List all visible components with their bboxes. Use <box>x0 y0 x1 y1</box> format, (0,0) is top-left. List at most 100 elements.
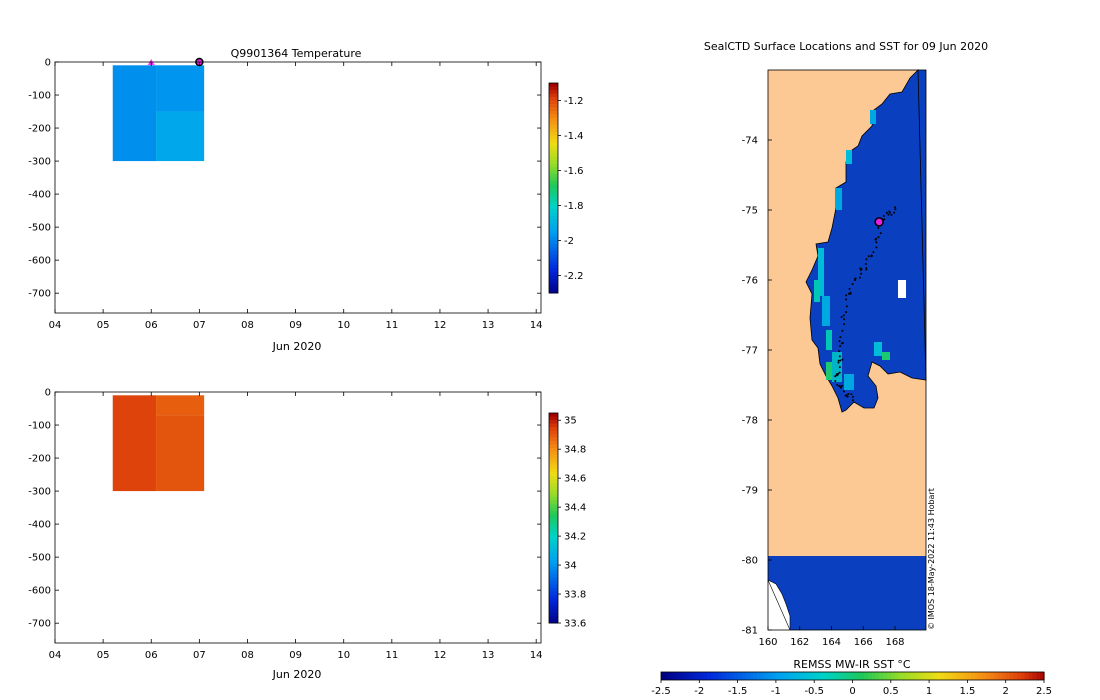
y-tick-label: -500 <box>28 223 51 234</box>
colorbar-segment <box>549 476 558 480</box>
colorbar-segment <box>549 188 558 192</box>
sst-colorbar-segment <box>798 672 804 680</box>
sst-colorbar-segment <box>863 672 869 680</box>
track-point <box>859 267 862 270</box>
track-point <box>849 292 852 295</box>
lat-tick-label: -79 <box>742 486 758 497</box>
lat-tick-label: -81 <box>742 626 758 637</box>
colorbar-segment <box>549 497 558 501</box>
track-point <box>872 251 875 254</box>
sst-colorbar-tick-label: 0 <box>849 686 855 697</box>
colorbar-segment <box>549 546 558 550</box>
track-point <box>838 355 841 358</box>
track-point <box>894 208 897 211</box>
sst-colorbar-segment <box>1001 672 1007 680</box>
colorbar-segment <box>549 121 558 126</box>
colorbar-tick-label: 34.2 <box>564 532 586 543</box>
sst-colorbar-segment <box>810 672 815 680</box>
colorbar-segment <box>549 493 558 498</box>
colorbar-segment <box>549 132 558 136</box>
track-point <box>875 246 878 249</box>
sst-colorbar-segment <box>856 672 861 680</box>
colorbar-segment <box>549 574 558 578</box>
colorbar-segment <box>549 570 558 575</box>
track-point <box>845 305 848 308</box>
sst-colorbar-segment <box>913 672 919 680</box>
colorbar-segment <box>549 254 558 259</box>
sst-colorbar-segment <box>756 672 762 680</box>
land-gap <box>898 280 906 298</box>
track-point <box>874 238 877 241</box>
sst-colorbar-segment <box>1017 672 1022 680</box>
x-tick-label: 04 <box>49 320 62 331</box>
sst-colorbar-segment <box>940 672 946 680</box>
sst-colorbar-segment <box>982 672 988 680</box>
track-point <box>888 210 891 213</box>
sst-colorbar-segment <box>733 672 739 680</box>
sst-colorbar-segment <box>906 672 911 680</box>
sst-colorbar-segment <box>775 672 781 680</box>
sst-colorbar-segment <box>726 672 731 680</box>
track-point <box>877 226 880 229</box>
track-point <box>882 215 885 218</box>
track-point <box>864 263 867 266</box>
sst-colorbar-segment <box>894 672 900 680</box>
sst-colorbar-segment <box>890 672 896 680</box>
track-point <box>838 384 841 387</box>
lat-tick-label: -77 <box>742 346 758 357</box>
x-tick-label: 09 <box>289 650 302 661</box>
sst-colorbar-segment <box>718 672 723 680</box>
colorbar-segment <box>549 458 558 463</box>
sst-colorbar-tick-label: 1.5 <box>959 686 975 697</box>
colorbar-segment <box>549 588 558 592</box>
colorbar-segment <box>549 160 558 164</box>
sst-colorbar-segment <box>963 672 968 680</box>
colorbar-segment <box>549 451 558 456</box>
temperature-xlabel: Jun 2020 <box>272 340 322 353</box>
sst-colorbar-segment <box>699 672 704 680</box>
track-point <box>887 213 890 216</box>
y-tick-label: -300 <box>28 487 51 498</box>
y-tick-label: -700 <box>28 289 51 300</box>
sst-colorbar-segment <box>929 672 934 680</box>
track-point <box>844 394 847 397</box>
sst-colorbar-segment <box>967 672 972 680</box>
sst-colorbar-tick-label: -2.5 <box>651 686 671 697</box>
sst-colorbar-tick-label: -1.5 <box>728 686 748 697</box>
track-point <box>853 279 856 282</box>
sst-colorbar-segment <box>806 672 811 680</box>
colorbar-segment <box>549 560 558 564</box>
lon-tick-label: 162 <box>790 637 809 648</box>
track-point <box>890 213 893 216</box>
sst-colorbar-tick-label: 2.5 <box>1036 686 1052 697</box>
sst-colorbar-segment <box>909 672 915 680</box>
colorbar-segment <box>549 479 558 484</box>
colorbar-segment <box>549 416 558 421</box>
sst-colorbar-segment <box>795 672 800 680</box>
colorbar-segment <box>549 209 558 213</box>
sst-colorbar-segment <box>978 672 984 680</box>
colorbar-segment <box>549 226 558 231</box>
colorbar-segment <box>549 535 558 540</box>
sst-colorbar-segment <box>768 672 773 680</box>
y-tick-label: -400 <box>28 520 51 531</box>
sst-colorbar-tick-label: -0.5 <box>804 686 824 697</box>
sst-colorbar-segment <box>986 672 991 680</box>
current-position-marker <box>874 217 884 227</box>
colorbar-segment <box>549 198 558 203</box>
track-point <box>843 323 846 326</box>
sst-colorbar-segment <box>722 672 727 680</box>
y-tick-label: -100 <box>28 91 51 102</box>
sst-colorbar-segment <box>818 672 823 680</box>
colorbar-segment <box>549 191 558 196</box>
colorbar-segment <box>549 539 558 543</box>
credit-text: © IMOS 18-May-2022 11:43 Hobart <box>927 488 936 630</box>
track-point <box>838 371 841 374</box>
sst-colorbar-segment <box>829 672 834 680</box>
sst-colorbar-segment <box>898 672 903 680</box>
track-point <box>837 359 840 362</box>
colorbar-segment <box>549 83 558 87</box>
sst-colorbar-segment <box>760 672 766 680</box>
x-tick-label: 08 <box>241 650 254 661</box>
y-tick-label: -300 <box>28 157 51 168</box>
